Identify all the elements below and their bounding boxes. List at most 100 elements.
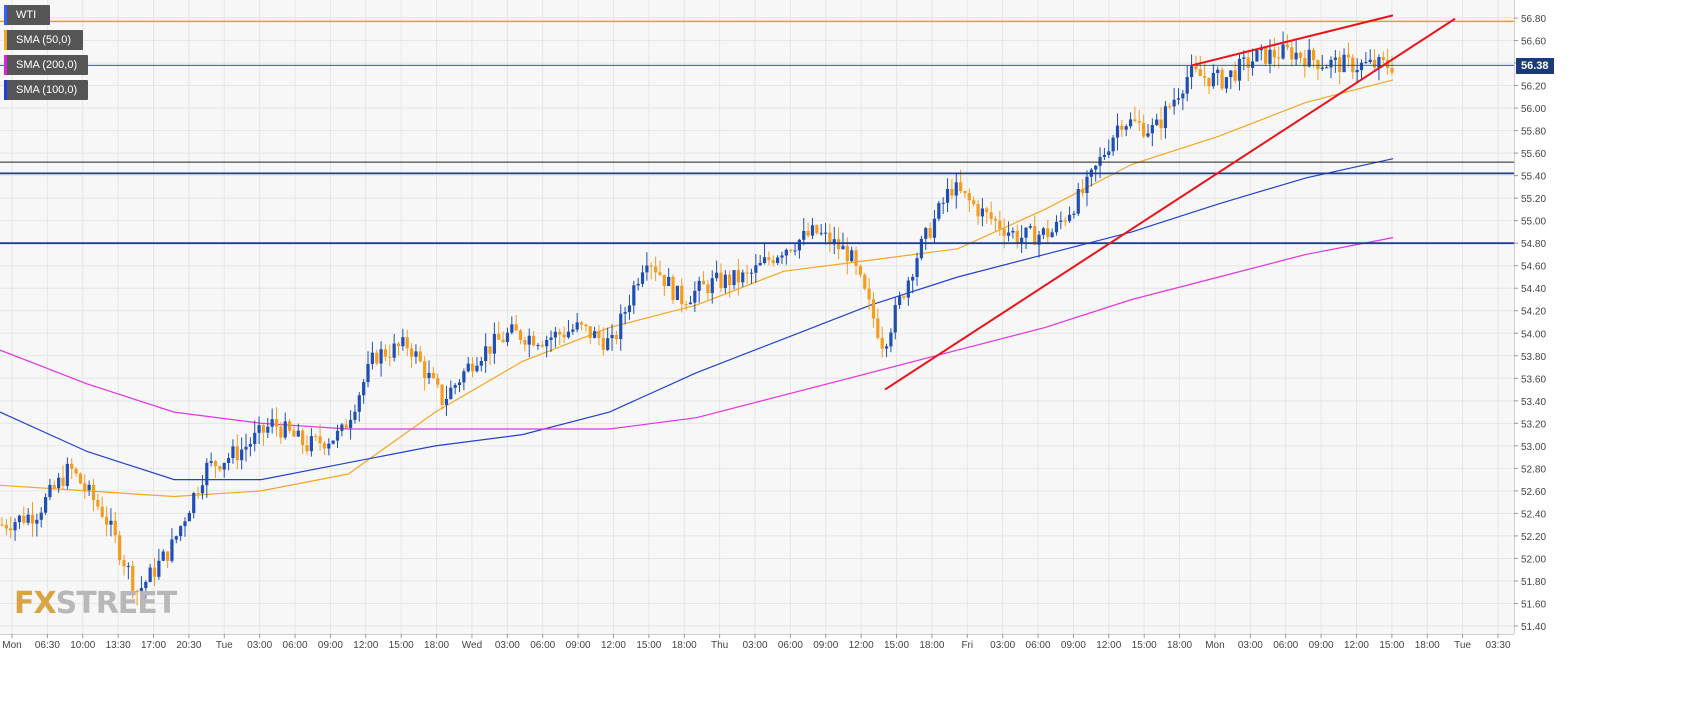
candle-body	[1067, 214, 1072, 222]
x-tick-label: 18:00	[1415, 640, 1440, 651]
candle-body	[588, 326, 592, 338]
legend-sma50[interactable]: SMA (50,0)	[4, 30, 83, 50]
legend-wti[interactable]: WTI	[4, 5, 50, 25]
x-tick-label: 18:00	[424, 640, 449, 651]
candle-body	[1294, 52, 1298, 60]
candle-body	[919, 238, 924, 259]
candle-body	[950, 188, 954, 196]
candle-body	[392, 343, 396, 358]
candle-body	[301, 430, 305, 446]
y-tick-label: 54.80	[1521, 239, 1546, 250]
y-tick-label: 56.80	[1521, 14, 1546, 25]
y-tick-label: 52.00	[1521, 554, 1546, 565]
y-tick-label: 56.20	[1521, 82, 1546, 93]
x-tick-label: 09:00	[813, 640, 838, 651]
candle-body	[832, 239, 836, 245]
x-tick-label: Thu	[711, 640, 728, 651]
candle-body	[0, 524, 4, 526]
candle-body	[802, 230, 806, 240]
candle-body	[1198, 69, 1202, 77]
candle-body	[1229, 70, 1233, 78]
legend-label: SMA (50,0)	[16, 34, 72, 46]
trendline-resistance	[1191, 14, 1394, 67]
candle-body	[527, 335, 531, 345]
x-tick-label: 12:00	[1344, 640, 1369, 651]
legend-sma100[interactable]: SMA (100,0)	[4, 80, 88, 100]
candle-body	[806, 230, 810, 236]
candle-body	[645, 265, 649, 273]
candle-body	[619, 313, 623, 340]
y-tick-label: 56.00	[1521, 104, 1546, 115]
candle-body	[135, 590, 139, 593]
candle-body	[1159, 119, 1163, 129]
candle-body	[1346, 54, 1351, 58]
candle-body	[1185, 77, 1189, 94]
candle-body	[1137, 121, 1141, 123]
candle-body	[113, 520, 117, 536]
logo-part-street: STREET	[55, 586, 178, 621]
x-tick-label: 09:00	[1309, 640, 1334, 651]
legend-sma200[interactable]: SMA (200,0)	[4, 55, 88, 75]
candle-body	[623, 312, 627, 314]
candle-body	[261, 425, 266, 433]
candle-body	[1054, 221, 1059, 233]
candle-body	[545, 339, 549, 347]
candle-body	[418, 351, 422, 362]
candle-body	[22, 515, 26, 523]
y-tick-label: 53.40	[1521, 397, 1546, 408]
candle-body	[1290, 47, 1294, 60]
candle-body	[104, 516, 109, 525]
candle-body	[362, 382, 366, 396]
candle-body	[179, 526, 183, 537]
candle-body	[906, 280, 910, 298]
candle-body	[226, 458, 231, 463]
candle-body	[867, 288, 871, 300]
candle-body	[701, 280, 706, 285]
candle-body	[1338, 57, 1342, 73]
candle-body	[510, 324, 514, 333]
candle-body	[959, 182, 963, 192]
candle-body	[65, 463, 69, 486]
candle-body	[449, 387, 453, 399]
legend-swatch	[4, 5, 7, 25]
sma-line	[0, 79, 1394, 498]
y-tick-label: 51.80	[1521, 577, 1546, 588]
candle-body	[776, 257, 780, 263]
candle-body	[292, 430, 296, 437]
legend-swatch	[4, 80, 7, 100]
candle-body	[911, 276, 915, 281]
candle-body	[87, 484, 91, 491]
x-tick-label: 06:00	[530, 640, 555, 651]
candle-body	[174, 536, 178, 540]
candle-body	[915, 258, 919, 277]
last-price-tag: 56.38	[1516, 58, 1554, 74]
x-tick-label: 09:00	[318, 640, 343, 651]
candle-body	[205, 462, 209, 486]
x-tick-label: 15:00	[884, 640, 909, 651]
candle-body	[231, 446, 235, 459]
x-tick-label: 09:00	[1061, 640, 1086, 651]
candle-body	[488, 346, 492, 354]
x-tick-label: 03:00	[247, 640, 272, 651]
candle-body	[667, 276, 671, 287]
candle-body	[100, 506, 104, 517]
candle-body	[248, 444, 252, 447]
candle-body	[1085, 176, 1089, 194]
x-tick-label: 06:00	[283, 640, 308, 651]
candle-body	[1033, 226, 1037, 245]
candle-body	[457, 382, 462, 386]
candle-body	[274, 419, 279, 427]
candle-body	[736, 270, 740, 283]
candle-body	[985, 208, 989, 213]
candle-body	[858, 265, 863, 275]
moving-averages	[0, 79, 1394, 498]
candle-body	[1037, 234, 1041, 245]
candle-body	[671, 276, 675, 300]
candle-body	[43, 497, 48, 513]
x-tick-label: 15:00	[389, 640, 414, 651]
y-tick-label: 52.40	[1521, 509, 1546, 520]
candle-body	[1094, 165, 1098, 170]
x-tick-label: 13:30	[106, 640, 131, 651]
candle-body	[1268, 49, 1272, 64]
